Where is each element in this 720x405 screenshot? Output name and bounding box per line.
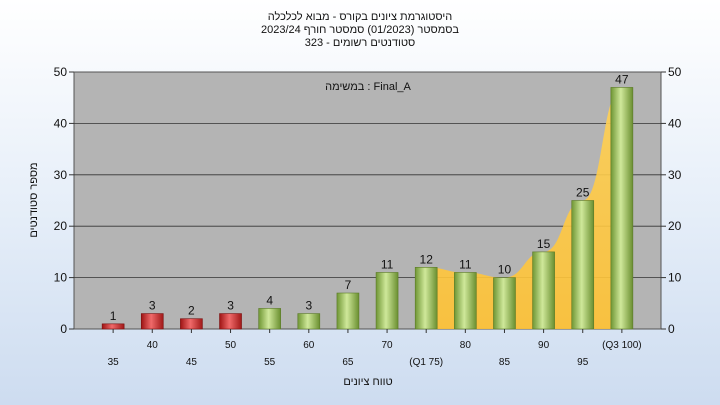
y-tick-label-left: 40	[54, 116, 68, 130]
bar-90	[532, 251, 555, 330]
x-tick-label: 35	[108, 357, 120, 368]
bar-value-label: 11	[381, 257, 394, 271]
bar-55	[258, 308, 281, 330]
x-tick-label: 85	[499, 357, 511, 368]
bar-value-label: 15	[537, 237, 551, 251]
bar-80	[454, 272, 477, 330]
value-labels-group: 1 3 2 3 4 3 7 11 12 11 10 15 25 47	[110, 72, 629, 322]
bar-value-label: 3	[149, 299, 156, 313]
axes-group: 0 0 10 10 20 20 30 30 40 40 50 50 35 40 45 50 55 60 65 70 (Q…	[54, 65, 682, 368]
y-axis-label: מספר סטודנטים	[28, 162, 40, 237]
x-tick-label: 70	[382, 340, 394, 351]
y-tick-label-left: 0	[60, 322, 67, 336]
bar-50	[219, 313, 242, 330]
x-tick-label: 55	[264, 357, 276, 368]
y-tick-label-right: 0	[668, 322, 675, 336]
bar-value-label: 10	[498, 263, 512, 277]
x-tick-label: 65	[342, 357, 354, 368]
y-tick-label-left: 20	[54, 219, 68, 233]
x-tick-label: 40	[147, 340, 159, 351]
bar-40	[140, 313, 164, 330]
bar-value-label: 3	[227, 299, 234, 313]
bar-(Q1 75)	[414, 267, 438, 330]
bar-(Q3 100)	[610, 87, 634, 330]
x-tick-label: 80	[460, 340, 472, 351]
y-tick-label-right: 50	[668, 65, 682, 79]
x-axis-label: טווח ציונים	[343, 376, 392, 388]
x-tick-label: 50	[225, 340, 237, 351]
bar-value-label: 4	[266, 293, 273, 307]
annotation-text: במשימה : Final_A	[325, 81, 411, 93]
y-tick-label-right: 30	[668, 168, 682, 182]
x-tick-label: (Q1 75)	[409, 357, 443, 368]
x-tick-label: 45	[186, 357, 198, 368]
bar-95	[571, 200, 595, 330]
x-tick-label: 60	[303, 340, 315, 351]
bar-value-label: 11	[459, 257, 472, 271]
bars-group	[101, 87, 634, 330]
bar-60	[297, 313, 321, 330]
bar-45	[180, 318, 203, 330]
bar-35	[101, 323, 125, 330]
x-tick-label: 90	[538, 340, 550, 351]
y-tick-label-right: 40	[668, 116, 682, 130]
bar-value-label: 47	[615, 72, 629, 86]
bar-value-label: 3	[305, 299, 312, 313]
chart-title-line-2: בסמסטר (01/2023) סמסטר חורף 2023/24	[260, 24, 460, 36]
bar-value-label: 7	[345, 278, 352, 292]
bar-value-label: 12	[420, 252, 434, 266]
y-tick-label-right: 20	[668, 219, 682, 233]
y-tick-label-right: 10	[668, 271, 682, 285]
bar-65	[336, 292, 360, 330]
chart-title-line-1: היסטוגרמת ציונים בקורס - מבוא לכלכלה	[267, 11, 453, 23]
y-tick-label-left: 10	[54, 271, 68, 285]
chart-title-line-3: 323 - סטודנטים רשומים	[304, 37, 416, 49]
bar-85	[493, 277, 516, 330]
bar-value-label: 1	[110, 309, 117, 323]
bar-value-label: 25	[576, 186, 590, 200]
bar-value-label: 2	[188, 304, 195, 318]
x-tick-label: (Q3 100)	[602, 340, 641, 351]
bar-70	[375, 272, 399, 330]
y-tick-label-left: 30	[54, 168, 68, 182]
y-tick-label-left: 50	[54, 65, 68, 79]
x-tick-label: 95	[577, 357, 589, 368]
